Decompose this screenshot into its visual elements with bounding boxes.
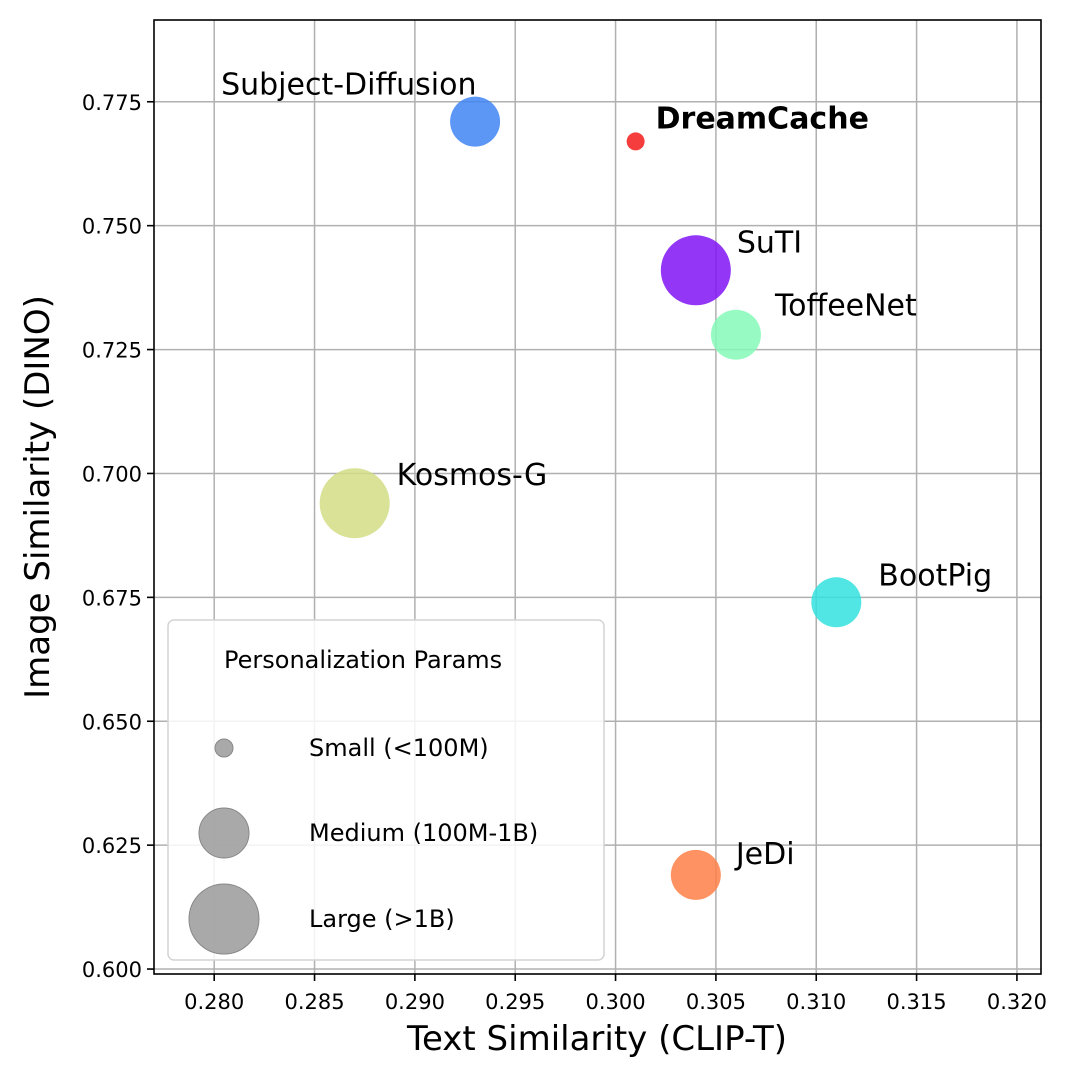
plot-frame <box>153 19 1042 975</box>
label-jedi: JeDi <box>734 837 795 872</box>
y-tick-label: 0.725 <box>82 339 142 363</box>
legend-box <box>167 619 605 961</box>
point-bootpig <box>811 577 862 628</box>
x-tick-label: 0.290 <box>385 990 445 1014</box>
label-toffeenet: ToffeeNet <box>774 289 917 324</box>
label-dreamcache: DreamCache <box>656 101 869 136</box>
point-dreamcache <box>626 132 645 151</box>
x-tick-label: 0.285 <box>284 990 344 1014</box>
point-toffeenet <box>710 309 761 360</box>
point-subject-diffusion <box>450 96 501 147</box>
y-tick-label: 0.700 <box>82 462 142 486</box>
point-jedi <box>670 849 721 900</box>
label-kosmos-g: Kosmos-G <box>397 458 548 493</box>
point-labels: Subject-Diffusion DreamCache SuTI ToffeeNet… <box>221 68 992 872</box>
label-bootpig: BootPig <box>878 558 992 593</box>
x-tick-label: 0.320 <box>987 990 1047 1014</box>
axis-ticks: 0.280 0.285 0.290 0.295 0.300 0.305 0.310 0.315… <box>82 91 1047 1014</box>
y-axis-title: Image Similarity (DINO) <box>18 295 58 699</box>
legend-entries: Small (<100M) Medium (100M-1B) Large (>1B) <box>188 734 538 955</box>
x-tick-label: 0.305 <box>686 990 746 1014</box>
legend-entry-medium-100m-1b: Medium (100M-1B) <box>309 819 538 847</box>
data-points <box>319 96 862 900</box>
y-tick-label: 0.650 <box>82 710 142 734</box>
legend-marker-small-100m <box>214 738 234 758</box>
x-axis-title: Text Similarity (CLIP-T) <box>406 1019 787 1059</box>
legend: Personalization Params Small (<100M) Medi… <box>167 619 605 961</box>
legend-entry-small-100m: Small (<100M) <box>309 734 489 762</box>
point-suti <box>660 235 731 306</box>
legend-marker-medium-100m-1b <box>198 807 250 859</box>
point-kosmos-g <box>319 468 390 539</box>
x-tick-label: 0.310 <box>786 990 846 1014</box>
label-subject-diffusion: Subject-Diffusion <box>221 68 476 103</box>
x-tick-label: 0.280 <box>184 990 244 1014</box>
legend-title: Personalization Params <box>224 646 502 674</box>
y-tick-label: 0.750 <box>82 215 142 239</box>
x-tick-label: 0.315 <box>887 990 947 1014</box>
y-tick-label: 0.625 <box>82 834 142 858</box>
label-suti: SuTI <box>737 225 802 260</box>
x-tick-label: 0.295 <box>485 990 545 1014</box>
legend-marker-large-1b <box>188 883 260 955</box>
legend-entry-large-1b: Large (>1B) <box>309 905 455 933</box>
x-tick-label: 0.300 <box>585 990 645 1014</box>
y-tick-label: 0.675 <box>82 586 142 610</box>
y-tick-label: 0.600 <box>82 958 142 982</box>
y-tick-label: 0.775 <box>82 91 142 115</box>
